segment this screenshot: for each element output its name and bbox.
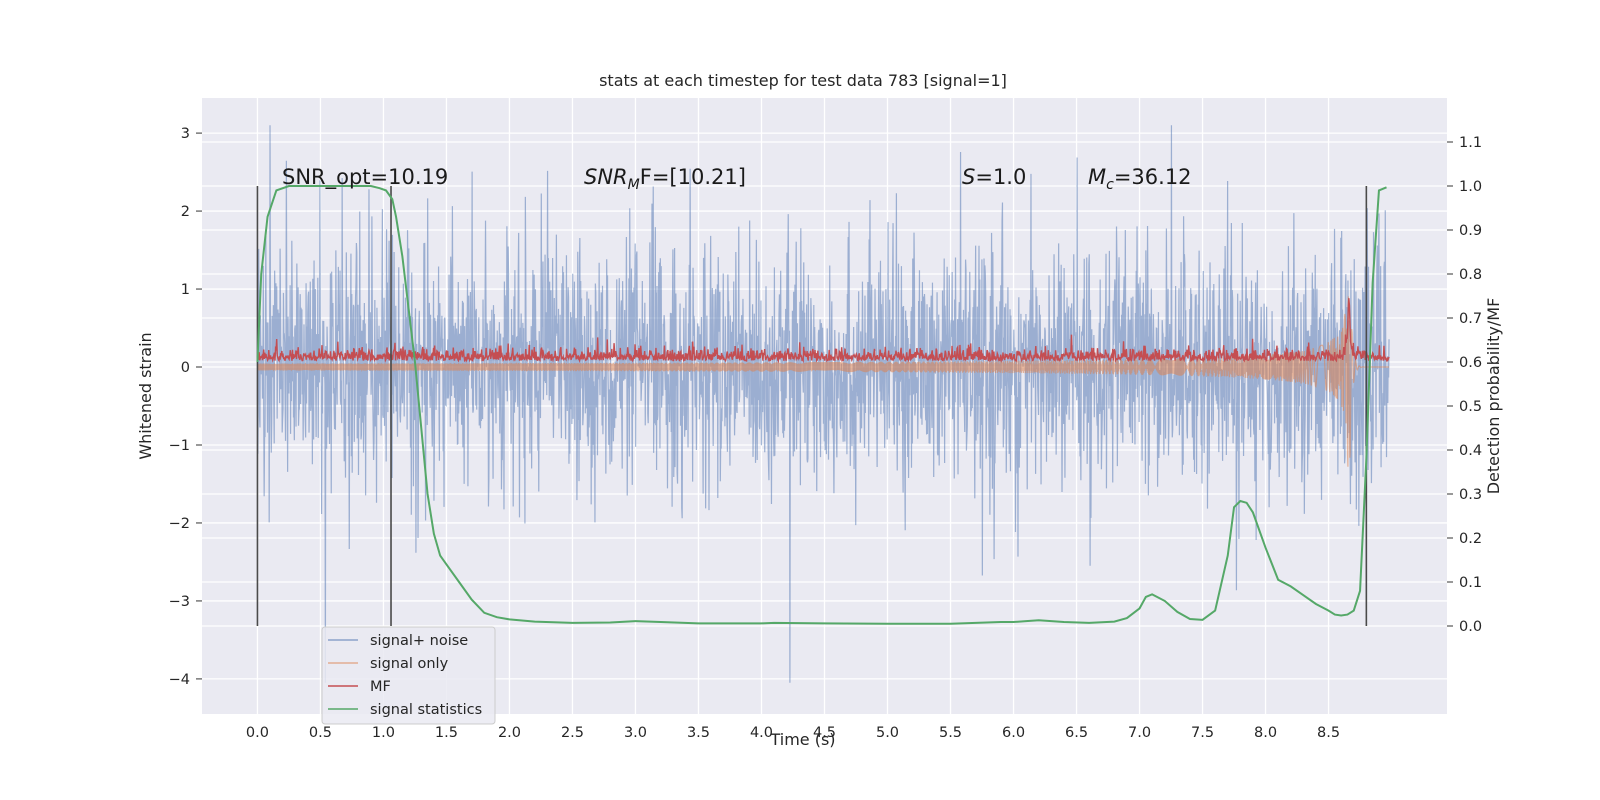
legend-label-signal-statistics: signal statistics (370, 702, 482, 718)
y-right-tick-label: 1.0 (1459, 179, 1482, 195)
annotation-mc: Mc=36.12 (1088, 165, 1192, 193)
annotation-s-rest: =1.0 (975, 165, 1026, 189)
annotation-s-base: S (962, 165, 975, 189)
chart-title: stats at each timestep for test data 783… (599, 71, 1007, 90)
legend-label-signal-noise: signal+ noise (370, 633, 468, 649)
y-left-tick-labels: 3 2 1 0 −1 −2 −3 −4 (169, 126, 202, 688)
x-tick-label: 6.5 (1065, 725, 1088, 741)
x-tick-label: 1.5 (435, 725, 458, 741)
legend-label-mf: MF (370, 679, 391, 695)
y-right-tick-label: 1.1 (1459, 135, 1482, 151)
legend-box (321, 626, 496, 725)
series-mf-line (256, 298, 1390, 364)
x-tick-label: 5.5 (939, 725, 962, 741)
annotation-snr-mf: SNRMF=[10.21] (584, 165, 746, 193)
y-right-tick-label: 0.2 (1459, 531, 1482, 547)
y-right-tick-label: 0.5 (1459, 399, 1482, 415)
legend-label-signal-only: signal only (370, 656, 449, 672)
y-left-tick-label: −1 (169, 438, 190, 454)
y-right-tick-label: 0.1 (1459, 575, 1482, 591)
y-left-tick-label: −4 (169, 672, 190, 688)
annotation-snr-mf-rest: F=[10.21] (640, 165, 746, 189)
annotation-mc-rest: =36.12 (1114, 165, 1192, 189)
annotation-mc-sub: c (1106, 177, 1114, 193)
x-tick-label: 7.0 (1128, 725, 1151, 741)
x-tick-label: 7.5 (1191, 725, 1214, 741)
annotation-s: S=1.0 (962, 165, 1026, 189)
annotation-snr-mf-base: SNR (584, 165, 628, 189)
series-signal-statistics-line (256, 185, 1387, 625)
y-left-axis-label: Whitened strain (136, 332, 155, 459)
y-left-tick-label: 2 (181, 204, 190, 220)
x-tick-label: 8.0 (1254, 725, 1277, 741)
y-left-tick-label: 3 (181, 126, 190, 142)
x-tick-label: 8.5 (1317, 725, 1340, 741)
y-right-tick-label: 0.7 (1459, 311, 1482, 327)
x-tick-label: 3.0 (624, 725, 647, 741)
x-tick-label: 1.0 (372, 725, 395, 741)
series-layer (256, 125, 1390, 683)
y-left-tick-label: −3 (169, 594, 190, 610)
vertical-markers (256, 186, 1368, 626)
y-right-axis-label: Detection probability/MF (1484, 298, 1503, 495)
x-tick-label: 2.0 (498, 725, 521, 741)
annotation-mc-base: M (1088, 165, 1106, 189)
x-tick-label: 3.5 (687, 725, 710, 741)
x-tick-label: 4.5 (813, 725, 836, 741)
x-tick-label: 4.0 (750, 725, 773, 741)
y-left-tick-label: 0 (181, 360, 190, 376)
x-tick-labels: 0.0 0.5 1.0 1.5 2.0 2.5 3.0 3.5 4.0 4.5 5.0 5.5 6.0 6… (246, 725, 1340, 741)
x-axis-label: Time (s) (769, 730, 835, 749)
annotation-snr-mf-sub: M (628, 177, 640, 193)
x-tick-label: 2.5 (561, 725, 584, 741)
y-right-tick-labels: 0.0 0.1 0.2 0.3 0.4 0.5 0.6 0.7 0.8 0.9 1.0 1.1 (1447, 135, 1482, 635)
y-right-tick-label: 0.6 (1459, 355, 1482, 371)
x-tick-label: 6.0 (1002, 725, 1025, 741)
x-tick-label: 0.0 (246, 725, 269, 741)
y-right-tick-label: 0.0 (1459, 619, 1482, 635)
y-right-tick-label: 0.8 (1459, 267, 1482, 283)
y-right-tick-label: 0.9 (1459, 223, 1482, 239)
legend: signal+ noise signal only MF signal stat… (321, 626, 496, 725)
y-right-tick-label: 0.4 (1459, 443, 1482, 459)
y-left-tick-label: −2 (169, 516, 190, 532)
x-tick-label: 5.0 (876, 725, 899, 741)
annotation-snr-opt: SNR_opt=10.19 (282, 165, 448, 190)
y-right-tick-label: 0.3 (1459, 487, 1482, 503)
x-tick-label: 0.5 (309, 725, 332, 741)
y-left-tick-label: 1 (181, 282, 190, 298)
series-signal-only-line (256, 296, 1390, 467)
series-signal-noise-line (256, 125, 1390, 683)
